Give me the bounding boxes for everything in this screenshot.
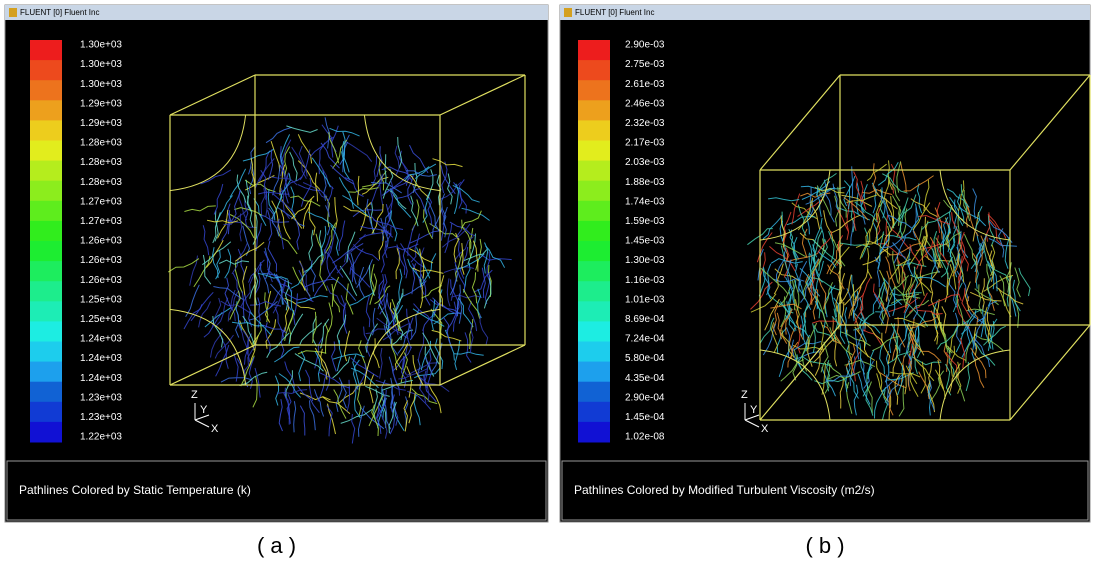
colorbar-label: 2.61e-03 xyxy=(625,79,665,90)
colorbar-label: 1.22e+03 xyxy=(80,432,122,443)
window-title: FLUENT [0] Fluent Inc xyxy=(575,8,654,17)
colorbar-swatch xyxy=(30,342,62,363)
colorbar-swatch xyxy=(578,281,610,302)
colorbar-label: 1.01e-03 xyxy=(625,294,665,305)
colorbar-swatch xyxy=(578,261,610,282)
triad-label: Y xyxy=(200,404,208,416)
colorbar-swatch xyxy=(578,40,610,61)
colorbar-label: 1.28e+03 xyxy=(80,157,122,168)
colorbar-swatch xyxy=(30,422,62,443)
triad-label: X xyxy=(211,423,219,435)
colorbar-label: 1.25e+03 xyxy=(80,314,122,325)
colorbar-swatch xyxy=(30,141,62,162)
colorbar-label: 1.23e+03 xyxy=(80,412,122,423)
panel-label: ( a ) xyxy=(257,533,296,558)
colorbar-label: 1.30e+03 xyxy=(80,40,122,51)
colorbar-label: 1.25e+03 xyxy=(80,294,122,305)
colorbar-label: 1.88e-03 xyxy=(625,177,665,188)
colorbar-swatch xyxy=(578,80,610,101)
colorbar-label: 2.46e-03 xyxy=(625,98,665,109)
colorbar-swatch xyxy=(30,301,62,322)
colorbar-label: 1.29e+03 xyxy=(80,118,122,129)
colorbar-swatch xyxy=(30,321,62,342)
colorbar-swatch xyxy=(30,100,62,121)
colorbar-swatch xyxy=(578,362,610,383)
colorbar-swatch xyxy=(578,301,610,322)
colorbar-swatch xyxy=(30,40,62,61)
colorbar-swatch xyxy=(578,422,610,443)
colorbar-swatch xyxy=(30,362,62,383)
triad-label: Z xyxy=(741,389,748,401)
colorbar-label: 1.45e-03 xyxy=(625,236,665,247)
colorbar-swatch xyxy=(30,60,62,81)
colorbar-label: 1.24e+03 xyxy=(80,334,122,345)
triad-label: Z xyxy=(191,389,198,401)
colorbar-label: 7.24e-04 xyxy=(625,334,665,345)
colorbar-swatch xyxy=(578,201,610,222)
colorbar-swatch xyxy=(30,221,62,242)
colorbar-label: 1.59e-03 xyxy=(625,216,665,227)
colorbar-swatch xyxy=(30,402,62,423)
colorbar-label: 1.24e+03 xyxy=(80,353,122,364)
colorbar-label: 8.69e-04 xyxy=(625,314,665,325)
triad-label: Y xyxy=(750,404,758,416)
colorbar-swatch xyxy=(30,382,62,403)
caption: Pathlines Colored by Static Temperature … xyxy=(19,483,251,497)
colorbar-label: 1.26e+03 xyxy=(80,236,122,247)
colorbar-swatch xyxy=(578,181,610,202)
colorbar-swatch xyxy=(578,402,610,423)
colorbar-label: 1.02e-08 xyxy=(625,432,665,443)
colorbar-swatch xyxy=(578,241,610,262)
colorbar-swatch xyxy=(578,141,610,162)
colorbar-label: 1.74e-03 xyxy=(625,196,665,207)
colorbar-label: 1.29e+03 xyxy=(80,98,122,109)
colorbar-label: 2.32e-03 xyxy=(625,118,665,129)
colorbar-swatch xyxy=(30,241,62,262)
colorbar-swatch xyxy=(30,261,62,282)
colorbar-swatch xyxy=(30,281,62,302)
colorbar-label: 5.80e-04 xyxy=(625,353,665,364)
colorbar-swatch xyxy=(578,60,610,81)
caption: Pathlines Colored by Modified Turbulent … xyxy=(574,483,875,497)
triad-label: X xyxy=(761,423,769,435)
window-title: FLUENT [0] Fluent Inc xyxy=(20,8,99,17)
colorbar-label: 1.28e+03 xyxy=(80,177,122,188)
colorbar-swatch xyxy=(578,161,610,182)
title-icon xyxy=(564,8,572,17)
colorbar-swatch xyxy=(578,342,610,363)
colorbar-swatch xyxy=(578,120,610,141)
figure: FLUENT [0] Fluent Inc 1.30e+03 1.30e+03 1.3… xyxy=(0,0,1093,565)
colorbar-label: 1.30e+03 xyxy=(80,79,122,90)
colorbar-swatch xyxy=(30,201,62,222)
title-icon xyxy=(9,8,17,17)
colorbar-label: 1.16e-03 xyxy=(625,275,665,286)
colorbar-label: 1.23e+03 xyxy=(80,392,122,403)
colorbar-swatch xyxy=(30,181,62,202)
colorbar-label: 4.35e-04 xyxy=(625,373,665,384)
colorbar-label: 1.26e+03 xyxy=(80,275,122,286)
colorbar-label: 1.26e+03 xyxy=(80,255,122,266)
colorbar-label: 1.45e-04 xyxy=(625,412,665,423)
colorbar-label: 2.90e-03 xyxy=(625,40,665,51)
colorbar-label: 1.24e+03 xyxy=(80,373,122,384)
colorbar-swatch xyxy=(578,221,610,242)
colorbar-label: 2.17e-03 xyxy=(625,138,665,149)
colorbar-label: 2.75e-03 xyxy=(625,59,665,70)
colorbar-swatch xyxy=(30,80,62,101)
colorbar-swatch xyxy=(578,321,610,342)
panel-label: ( b ) xyxy=(805,533,844,558)
colorbar-label: 1.27e+03 xyxy=(80,196,122,207)
colorbar-label: 1.30e+03 xyxy=(80,59,122,70)
colorbar-label: 2.90e-04 xyxy=(625,392,665,403)
colorbar-swatch xyxy=(30,120,62,141)
fluent-window: FLUENT [0] Fluent Inc 1.30e+03 1.30e+03 1.3… xyxy=(5,5,548,522)
fluent-window: FLUENT [0] Fluent Inc 2.90e-03 2.75e-03 2.6… xyxy=(560,5,1090,522)
colorbar-swatch xyxy=(578,100,610,121)
colorbar-label: 1.28e+03 xyxy=(80,138,122,149)
colorbar-label: 2.03e-03 xyxy=(625,157,665,168)
colorbar-swatch xyxy=(578,382,610,403)
colorbar-label: 1.27e+03 xyxy=(80,216,122,227)
colorbar-label: 1.30e-03 xyxy=(625,255,665,266)
colorbar-swatch xyxy=(30,161,62,182)
